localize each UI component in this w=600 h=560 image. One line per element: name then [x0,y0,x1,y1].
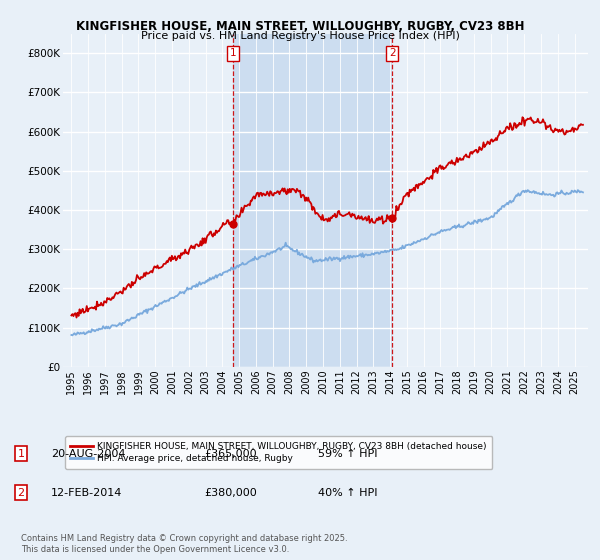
Text: 59% ↑ HPI: 59% ↑ HPI [318,449,377,459]
Text: 2: 2 [389,48,395,58]
Text: 1: 1 [230,48,236,58]
Text: £365,000: £365,000 [204,449,257,459]
Text: 12-FEB-2014: 12-FEB-2014 [51,488,122,498]
Text: 1: 1 [17,449,25,459]
Text: KINGFISHER HOUSE, MAIN STREET, WILLOUGHBY, RUGBY, CV23 8BH: KINGFISHER HOUSE, MAIN STREET, WILLOUGHB… [76,20,524,32]
Text: 40% ↑ HPI: 40% ↑ HPI [318,488,377,498]
Text: 20-AUG-2004: 20-AUG-2004 [51,449,125,459]
Text: 2: 2 [17,488,25,498]
Text: Price paid vs. HM Land Registry's House Price Index (HPI): Price paid vs. HM Land Registry's House … [140,31,460,41]
Bar [233,34,392,367]
Text: £380,000: £380,000 [204,488,257,498]
Text: Contains HM Land Registry data © Crown copyright and database right 2025.
This d: Contains HM Land Registry data © Crown c… [21,534,347,554]
Legend: KINGFISHER HOUSE, MAIN STREET, WILLOUGHBY, RUGBY, CV23 8BH (detached house), HPI: KINGFISHER HOUSE, MAIN STREET, WILLOUGHB… [65,436,493,469]
